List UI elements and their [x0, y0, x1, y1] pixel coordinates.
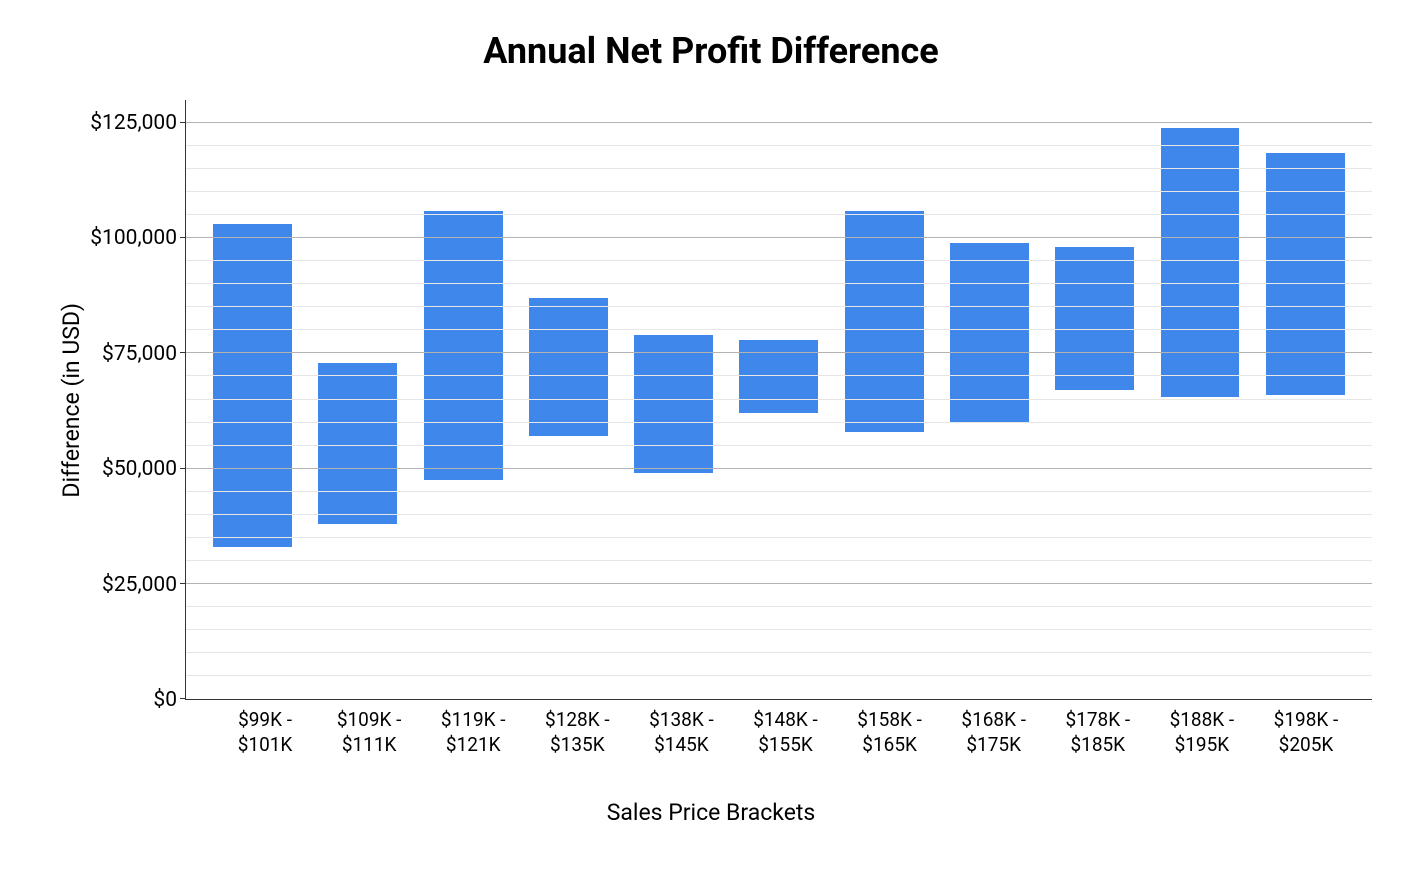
bar-slot — [411, 100, 516, 699]
x-tick-label: $158K -$165K — [838, 708, 942, 757]
bar — [1266, 153, 1345, 395]
y-axis-label: Difference (in USD) — [50, 303, 85, 498]
x-tick-label: $188K -$195K — [1150, 708, 1254, 757]
bar — [318, 363, 397, 524]
gridline-minor — [186, 445, 1372, 446]
x-tick-label: $99K -$101K — [213, 708, 317, 757]
y-tick-mark — [180, 583, 186, 584]
x-tick-label: $168K -$175K — [942, 708, 1046, 757]
gridline-minor — [186, 145, 1372, 146]
gridline-major — [186, 122, 1372, 123]
bar-slot — [621, 100, 726, 699]
gridline-minor — [186, 514, 1372, 515]
gridline-major — [186, 352, 1372, 353]
gridline-minor — [186, 491, 1372, 492]
bar-slot — [1147, 100, 1252, 699]
x-axis-ticks: $99K -$101K$109K -$111K$119K -$121K$128K… — [199, 700, 1372, 757]
x-tick-label: $128K -$135K — [525, 708, 629, 757]
bar — [213, 224, 292, 547]
gridline-minor — [186, 168, 1372, 169]
x-tick-label: $198K -$205K — [1254, 708, 1358, 757]
y-tick-label: $0 — [153, 688, 177, 712]
bar-slot — [516, 100, 621, 699]
gridline-minor — [186, 675, 1372, 676]
bar-slot — [1253, 100, 1358, 699]
y-tick-label: $100,000 — [90, 226, 177, 250]
bar — [950, 243, 1029, 423]
gridline-minor — [186, 329, 1372, 330]
bar — [1055, 247, 1134, 390]
bar-slot — [937, 100, 1042, 699]
gridline-minor — [186, 191, 1372, 192]
gridline-major — [186, 237, 1372, 238]
y-axis-ticks: $0$25,000$50,000$75,000$100,000$125,000 — [85, 100, 185, 700]
gridline-minor — [186, 283, 1372, 284]
gridline-minor — [186, 214, 1372, 215]
y-tick-label: $50,000 — [102, 457, 177, 481]
x-tick-label: $109K -$111K — [317, 708, 421, 757]
gridline-major — [186, 583, 1372, 584]
gridline-minor — [186, 606, 1372, 607]
gridline-minor — [186, 306, 1372, 307]
gridline-minor — [186, 629, 1372, 630]
bar — [529, 298, 608, 436]
x-tick-label: $138K -$145K — [629, 708, 733, 757]
y-tick-mark — [180, 698, 186, 699]
y-tick-label: $75,000 — [102, 342, 177, 366]
y-tick-label: $25,000 — [102, 573, 177, 597]
gridline-minor — [186, 537, 1372, 538]
plot-area — [185, 100, 1372, 700]
gridline-minor — [186, 560, 1372, 561]
chart-container: Annual Net Profit Difference Difference … — [0, 0, 1422, 880]
chart-title: Annual Net Profit Difference — [50, 30, 1372, 72]
bar-slot — [200, 100, 305, 699]
bar — [634, 335, 713, 473]
y-tick-mark — [180, 468, 186, 469]
x-tick-label: $148K -$155K — [733, 708, 837, 757]
y-tick-mark — [180, 352, 186, 353]
y-tick-label: $125,000 — [90, 111, 177, 135]
y-tick-mark — [180, 122, 186, 123]
gridline-minor — [186, 375, 1372, 376]
bar-slot — [305, 100, 410, 699]
x-tick-label: $119K -$121K — [421, 708, 525, 757]
gridline-minor — [186, 399, 1372, 400]
bar-slot — [1042, 100, 1147, 699]
gridline-minor — [186, 652, 1372, 653]
x-axis-label: Sales Price Brackets — [50, 799, 1372, 826]
x-tick-label: $178K -$185K — [1046, 708, 1150, 757]
y-tick-mark — [180, 237, 186, 238]
bar-slot — [832, 100, 937, 699]
bar — [739, 340, 818, 414]
gridline-minor — [186, 422, 1372, 423]
bars-layer — [186, 100, 1372, 699]
gridline-minor — [186, 260, 1372, 261]
bar — [424, 211, 503, 481]
plot-row: Difference (in USD) $0$25,000$50,000$75,… — [50, 100, 1372, 700]
bar-slot — [726, 100, 831, 699]
gridline-major — [186, 468, 1372, 469]
